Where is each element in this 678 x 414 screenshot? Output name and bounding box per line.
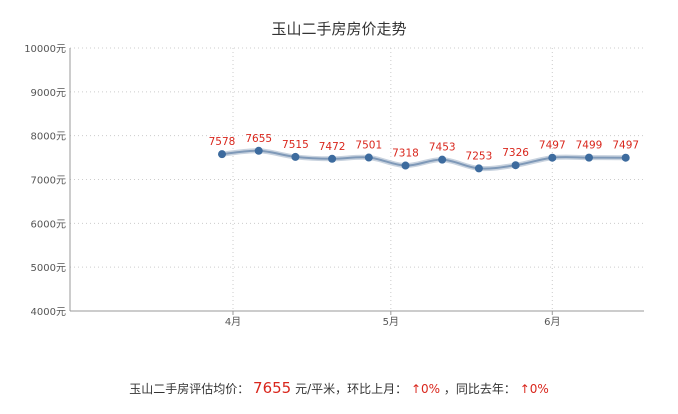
data-point <box>585 153 593 162</box>
data-label: 7318 <box>392 148 419 160</box>
data-label: 7655 <box>245 133 272 145</box>
data-label: 7497 <box>539 140 566 152</box>
data-label: 7499 <box>576 140 603 152</box>
data-label: 7497 <box>612 140 639 152</box>
y-tick-label: 4000元 <box>31 307 66 318</box>
data-point <box>621 153 630 162</box>
data-point <box>438 155 447 164</box>
y-tick-label: 5000元 <box>31 263 66 274</box>
data-label: 7453 <box>429 142 456 154</box>
y-tick-label: 10000元 <box>24 44 66 55</box>
data-point <box>474 164 483 173</box>
x-tick-label: 6月 <box>544 316 560 328</box>
data-label: 7253 <box>466 150 493 162</box>
summary-prefix: 玉山二手房评估均价： <box>129 382 250 396</box>
month-over-month-change: ↑0% <box>410 382 441 396</box>
summary-unit: 元/平米，环比上月： <box>295 382 408 396</box>
data-label: 7326 <box>502 147 529 159</box>
data-point <box>511 161 520 170</box>
data-label: 7501 <box>355 140 382 152</box>
data-label: 7578 <box>209 136 236 148</box>
chart-title: 玉山二手房房价走势 <box>271 20 407 38</box>
x-tick-label: 5月 <box>383 316 399 328</box>
y-tick-label: 9000元 <box>31 88 66 99</box>
data-point <box>291 152 300 161</box>
data-point <box>401 161 410 170</box>
data-point <box>254 146 263 155</box>
year-over-year-change: ↑0% <box>519 382 549 396</box>
x-tick-label: 4月 <box>225 316 241 328</box>
data-point <box>328 154 337 163</box>
summary-separator: ，同比去年： <box>443 382 516 396</box>
data-point <box>548 153 557 162</box>
y-tick-label: 6000元 <box>31 219 66 230</box>
data-label: 7515 <box>282 139 309 151</box>
data-label: 7472 <box>319 141 346 153</box>
y-tick-label: 8000元 <box>31 132 66 143</box>
average-price: 7655 <box>253 379 292 397</box>
price-summary: 玉山二手房评估均价： 7655 元/平米，环比上月： ↑0% ，同比去年： ↑0… <box>0 379 678 397</box>
series-line-shadow <box>219 148 629 172</box>
data-point <box>218 150 226 159</box>
data-point <box>364 153 373 162</box>
y-tick-label: 7000元 <box>31 176 66 187</box>
